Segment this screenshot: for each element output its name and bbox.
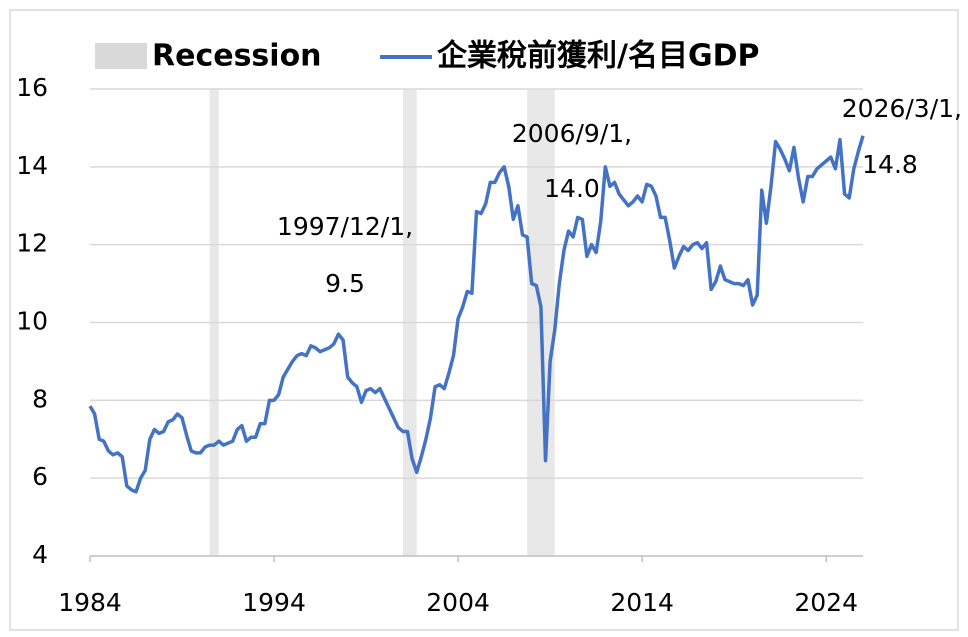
x-tick-label: 1984 — [58, 588, 122, 617]
annotation-date: 2006/9/1, — [512, 119, 632, 148]
annotation-value: 14.0 — [544, 174, 600, 203]
legend-label: 企業稅前獲利/名目GDP — [437, 39, 759, 74]
series-line — [88, 135, 865, 494]
legend-swatch — [95, 43, 147, 69]
y-tick-label: 8 — [32, 384, 48, 413]
y-tick-label: 14 — [16, 151, 48, 180]
y-tick-label: 16 — [16, 73, 48, 102]
legend-label: Recession — [152, 39, 322, 74]
chart-frame — [9, 9, 959, 631]
x-tick-label: 2024 — [794, 588, 858, 617]
y-tick-label: 12 — [16, 229, 48, 258]
annotation-value: 9.5 — [325, 269, 365, 298]
x-tick-label: 1994 — [242, 588, 306, 617]
y-tick-label: 6 — [32, 462, 48, 491]
y-tick-label: 10 — [16, 307, 48, 336]
x-tick-label: 2014 — [610, 588, 674, 617]
y-tick-label: 4 — [32, 540, 48, 569]
annotation-date: 2026/3/1, — [842, 94, 962, 123]
annotation-date: 1997/12/1, — [277, 212, 413, 241]
x-tick-label: 2004 — [426, 588, 490, 617]
annotation-value: 14.8 — [862, 150, 918, 179]
